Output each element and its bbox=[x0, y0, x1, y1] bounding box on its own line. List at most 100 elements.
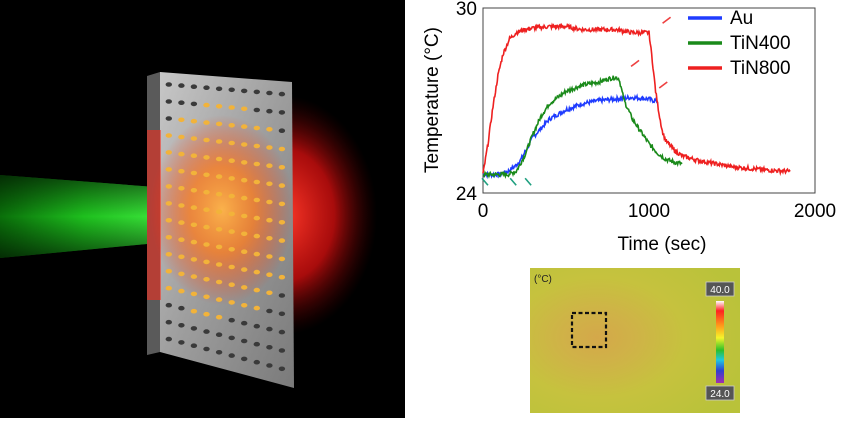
nanoparticle-dot bbox=[228, 105, 235, 110]
nanoparticle-dot bbox=[190, 101, 198, 107]
nanoparticle-dot bbox=[215, 244, 223, 250]
nanoparticle-dot bbox=[190, 136, 198, 141]
nanoparticle-dot bbox=[228, 193, 235, 199]
nanoparticle-dot bbox=[215, 104, 223, 109]
nanoparticle-dot bbox=[241, 231, 248, 237]
nanoparticle-dot bbox=[178, 340, 185, 345]
nanoparticle-dot bbox=[241, 356, 248, 362]
nanoparticle-dot bbox=[178, 305, 185, 311]
nanoparticle-dot bbox=[178, 168, 185, 174]
nanoparticle-dot bbox=[253, 161, 260, 167]
nanoparticle-dot bbox=[241, 213, 248, 219]
nanoparticle-dot bbox=[253, 233, 260, 239]
nanoparticle-dot bbox=[178, 134, 185, 140]
nanoparticle-dot bbox=[241, 195, 248, 201]
y-tick-label: 30 bbox=[456, 0, 477, 20]
nanoparticle-dot bbox=[253, 323, 260, 329]
nanoparticle-dot bbox=[203, 277, 210, 282]
nanoparticle-dot bbox=[266, 290, 273, 296]
annotation-arrow bbox=[658, 81, 668, 89]
nanoparticle-dot bbox=[215, 350, 223, 355]
nanoparticle-dot bbox=[178, 237, 185, 242]
nanoparticle-dot bbox=[215, 297, 223, 302]
nanoparticle-dot bbox=[165, 218, 172, 223]
legend-label: TiN800 bbox=[730, 58, 791, 79]
nanoparticle-dot bbox=[178, 117, 185, 123]
nanoparticle-dot bbox=[203, 329, 210, 334]
nanoparticle-dot bbox=[278, 256, 286, 262]
nanoparticle-dot bbox=[203, 224, 210, 230]
nanoparticle-dot bbox=[228, 87, 235, 93]
nanoparticle-dot bbox=[190, 274, 198, 279]
nanoparticle-dot bbox=[228, 158, 235, 163]
nanoparticle-dot bbox=[266, 181, 273, 187]
annotation-arrow bbox=[662, 16, 672, 24]
nanoparticle-dot bbox=[266, 363, 273, 368]
nanoparticle-dot bbox=[266, 199, 273, 205]
legend: Au TiN400 TiN800 bbox=[688, 8, 791, 79]
nanoparticle-dot bbox=[241, 249, 248, 254]
y-axis-label: Temperature (°C) bbox=[422, 27, 443, 173]
nanoparticle-dot bbox=[266, 217, 273, 223]
nanoparticle-dot bbox=[165, 268, 172, 274]
thermal-svg: (°C) 40.0 24.0 bbox=[530, 268, 740, 413]
nanoparticle-dot bbox=[266, 236, 273, 241]
series-line-tin800 bbox=[482, 22, 791, 177]
nanoparticle-dot bbox=[278, 348, 286, 353]
nanoparticle-dot bbox=[278, 201, 286, 207]
thermal-unit-label: (°C) bbox=[534, 274, 552, 285]
nanoparticle-dot bbox=[253, 107, 260, 113]
nanoparticle-dot bbox=[253, 125, 260, 131]
nanoparticle-dot bbox=[241, 267, 248, 272]
nanoparticle-dot bbox=[203, 102, 210, 108]
nanoparticle-dot bbox=[228, 300, 235, 305]
heated-spot bbox=[150, 115, 294, 305]
nanoparticle-dot bbox=[165, 336, 172, 342]
nanoparticle-dot bbox=[228, 317, 235, 323]
nanoparticle-dot bbox=[228, 229, 235, 234]
nanoparticle-dot bbox=[165, 133, 172, 138]
nanoparticle-dot bbox=[215, 121, 223, 127]
nanoparticle-dot bbox=[253, 341, 260, 347]
nanoparticle-dot bbox=[228, 353, 235, 358]
nanoparticle-dot bbox=[190, 291, 198, 297]
chart-svg: 0 1000 2000 24 30 Time (sec) Temperature (°C… bbox=[422, 0, 836, 255]
nanoparticle-dot bbox=[203, 294, 210, 300]
plot-frame bbox=[482, 7, 816, 194]
tick-labels: 0 1000 2000 24 30 bbox=[456, 0, 836, 222]
nanoparticle-dot bbox=[190, 239, 198, 245]
nanoparticle-dot bbox=[165, 184, 172, 189]
nanoparticle-dot bbox=[228, 264, 235, 270]
scale-max-label: 40.0 bbox=[710, 285, 730, 296]
nanoparticle-dot bbox=[190, 257, 198, 262]
nanoparticle-dot bbox=[266, 108, 273, 114]
nanoparticle-dot bbox=[215, 174, 223, 179]
x-tick-label: 0 bbox=[478, 201, 489, 222]
nanoparticle-dot bbox=[253, 251, 260, 257]
nanoparticle-dot bbox=[203, 311, 210, 317]
nanoparticle-dot bbox=[190, 326, 198, 331]
metasurface-illustration bbox=[0, 0, 405, 418]
nanoparticle-dot bbox=[178, 100, 185, 105]
nanoparticle-dot bbox=[278, 366, 286, 372]
nanoparticle-dot bbox=[253, 143, 260, 149]
nanoparticle-dot bbox=[165, 235, 172, 240]
nanoparticle-dot bbox=[203, 85, 210, 90]
nanoparticle-dot bbox=[178, 254, 185, 260]
nanoparticle-dot bbox=[165, 285, 172, 291]
nanoparticle-dot bbox=[266, 90, 273, 96]
nanoparticle-dot bbox=[278, 165, 286, 170]
nanoparticle-dot bbox=[203, 189, 210, 195]
nanoparticle-dot bbox=[266, 127, 273, 132]
nanoparticle-dot bbox=[165, 319, 172, 325]
nanoparticle-dot bbox=[278, 238, 286, 243]
nanoparticle-dot bbox=[278, 311, 286, 317]
nanoparticle-dot bbox=[190, 205, 198, 210]
x-tick-label: 1000 bbox=[628, 201, 670, 222]
nanoparticle-dot bbox=[278, 128, 286, 133]
nanoparticle-dot bbox=[253, 359, 260, 365]
nanoparticle-dot bbox=[278, 110, 286, 115]
nanoparticle-dot bbox=[178, 83, 185, 88]
nanoparticle-dot bbox=[178, 186, 185, 191]
x-axis-label: Time (sec) bbox=[617, 234, 706, 255]
